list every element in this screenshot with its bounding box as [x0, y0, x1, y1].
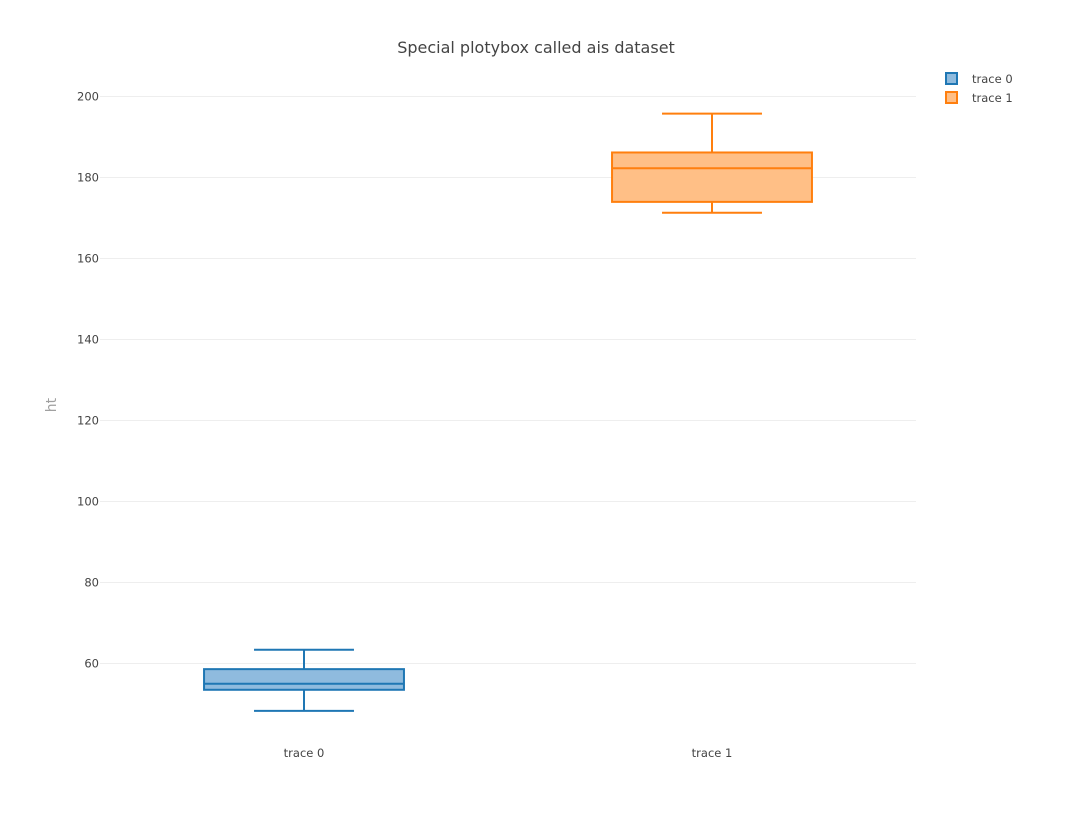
y-tick-label: 60: [84, 657, 99, 671]
y-tick-label: 160: [77, 252, 99, 266]
x-tick-label: trace 1: [692, 746, 733, 760]
legend-item[interactable]: trace 1: [945, 91, 1013, 105]
x-axis-ticks: trace 0 trace 1: [284, 746, 733, 760]
iqr-box: [611, 151, 813, 203]
y-tick-label: 120: [77, 414, 99, 428]
legend-label: trace 0: [972, 72, 1013, 86]
boxes: [203, 112, 813, 712]
y-axis-ticks: 60 80 100 120 140 160 180 200: [77, 90, 99, 671]
gridlines: [100, 96, 916, 664]
iqr-box: [203, 668, 405, 691]
y-tick-label: 200: [77, 90, 99, 104]
y-tick-label: 180: [77, 171, 99, 185]
y-tick-label: 140: [77, 333, 99, 347]
y-tick-label: 80: [84, 576, 99, 590]
legend-swatch: [945, 91, 958, 104]
legend-swatch: [945, 72, 958, 85]
legend-item[interactable]: trace 0: [945, 72, 1013, 86]
y-axis-title: ht: [44, 397, 60, 412]
box-1[interactable]: [611, 112, 813, 214]
chart-title: Special plotybox called ais dataset: [397, 38, 675, 57]
legend-label: trace 1: [972, 91, 1013, 105]
legend[interactable]: trace 0 trace 1: [945, 72, 1013, 105]
box-0[interactable]: [203, 648, 405, 712]
x-tick-label: trace 0: [284, 746, 325, 760]
y-tick-label: 100: [77, 495, 99, 509]
